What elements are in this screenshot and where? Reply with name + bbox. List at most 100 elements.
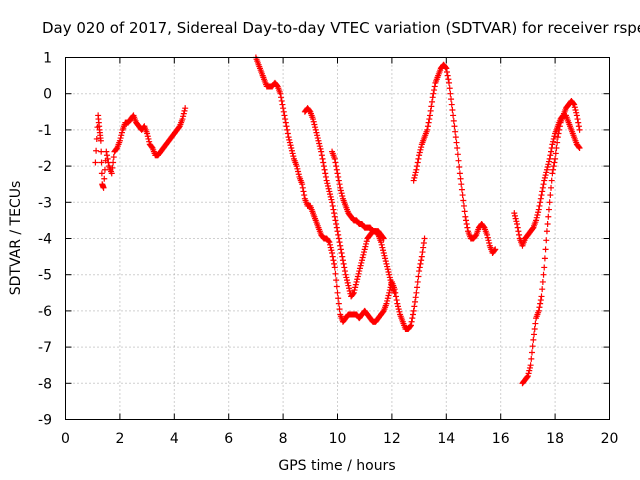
x-tick-label: 0 bbox=[61, 431, 70, 447]
data-point bbox=[320, 163, 327, 170]
data-point bbox=[335, 300, 342, 307]
data-point bbox=[396, 308, 403, 315]
data-point bbox=[526, 364, 533, 371]
series-segment-4 bbox=[329, 148, 387, 242]
data-point bbox=[306, 107, 313, 114]
data-point bbox=[335, 177, 342, 184]
data-point bbox=[540, 181, 547, 188]
data-point bbox=[356, 268, 363, 275]
data-point bbox=[575, 119, 582, 126]
data-point bbox=[419, 249, 426, 256]
data-point bbox=[335, 231, 342, 238]
data-point bbox=[284, 130, 291, 137]
data-point bbox=[450, 112, 457, 119]
series-segment-5 bbox=[410, 61, 499, 256]
data-point bbox=[409, 311, 416, 318]
data-point bbox=[319, 155, 326, 162]
data-point bbox=[381, 252, 388, 259]
data-point bbox=[378, 241, 385, 248]
data-point bbox=[548, 184, 555, 191]
data-point bbox=[329, 199, 336, 206]
data-point bbox=[575, 144, 582, 151]
data-point bbox=[332, 270, 339, 277]
data-point bbox=[344, 277, 351, 284]
data-point bbox=[573, 112, 580, 119]
data-point bbox=[338, 190, 345, 197]
data-point bbox=[546, 155, 553, 162]
data-point bbox=[472, 232, 479, 239]
data-point bbox=[407, 322, 414, 329]
data-point bbox=[331, 264, 338, 271]
data-point bbox=[486, 240, 493, 247]
data-point bbox=[316, 140, 323, 147]
data-point bbox=[538, 192, 545, 199]
data-point bbox=[383, 260, 390, 267]
data-point bbox=[549, 141, 556, 148]
data-point bbox=[116, 137, 123, 144]
data-point bbox=[336, 181, 343, 188]
data-point bbox=[325, 185, 332, 192]
data-point bbox=[293, 163, 300, 170]
data-point bbox=[361, 246, 368, 253]
data-point bbox=[540, 271, 547, 278]
data-point bbox=[573, 109, 580, 116]
data-point bbox=[536, 304, 543, 311]
data-point bbox=[299, 184, 306, 191]
data-point bbox=[535, 307, 542, 314]
data-point bbox=[280, 108, 287, 115]
data-point bbox=[450, 117, 457, 124]
data-point bbox=[539, 184, 546, 191]
data-point bbox=[446, 85, 453, 92]
data-point bbox=[327, 193, 334, 200]
data-point bbox=[541, 174, 548, 181]
data-point bbox=[316, 143, 323, 150]
data-point bbox=[100, 184, 107, 191]
data-point bbox=[300, 188, 307, 195]
data-point bbox=[281, 112, 288, 119]
data-point bbox=[380, 249, 387, 256]
data-point bbox=[93, 147, 100, 154]
data-point bbox=[290, 153, 297, 160]
data-point bbox=[444, 72, 451, 79]
data-point bbox=[512, 215, 519, 222]
data-point bbox=[443, 65, 450, 72]
data-point bbox=[576, 126, 583, 133]
data-point bbox=[325, 238, 332, 245]
data-point bbox=[411, 174, 418, 181]
y-tick-label: -4 bbox=[38, 232, 52, 248]
data-point bbox=[533, 214, 540, 221]
data-point bbox=[295, 171, 302, 178]
data-point bbox=[535, 206, 542, 213]
data-point bbox=[533, 217, 540, 224]
data-point bbox=[550, 166, 557, 173]
data-point bbox=[524, 373, 531, 380]
data-point bbox=[384, 266, 391, 273]
data-point bbox=[425, 119, 432, 126]
data-point bbox=[101, 175, 108, 182]
data-point bbox=[323, 177, 330, 184]
data-point bbox=[456, 164, 463, 171]
data-point bbox=[329, 202, 336, 209]
data-point bbox=[394, 300, 401, 307]
data-point bbox=[180, 110, 187, 117]
data-point bbox=[531, 331, 538, 338]
data-point bbox=[416, 152, 423, 159]
data-point bbox=[317, 145, 324, 152]
data-point bbox=[386, 271, 393, 278]
data-point bbox=[537, 195, 544, 202]
data-point bbox=[414, 163, 421, 170]
data-point bbox=[545, 213, 552, 220]
chart-title: Day 020 of 2017, Sidereal Day-to-day VTE… bbox=[42, 19, 640, 37]
data-point bbox=[484, 234, 491, 241]
data-point bbox=[392, 293, 399, 300]
data-point bbox=[545, 206, 552, 213]
data-point bbox=[179, 116, 186, 123]
data-point bbox=[324, 183, 331, 190]
data-point bbox=[413, 166, 420, 173]
data-point bbox=[539, 278, 546, 285]
data-point bbox=[575, 123, 582, 130]
series-segment-2 bbox=[252, 54, 428, 332]
data-point bbox=[358, 257, 365, 264]
data-point bbox=[386, 287, 393, 294]
data-point bbox=[288, 145, 295, 151]
